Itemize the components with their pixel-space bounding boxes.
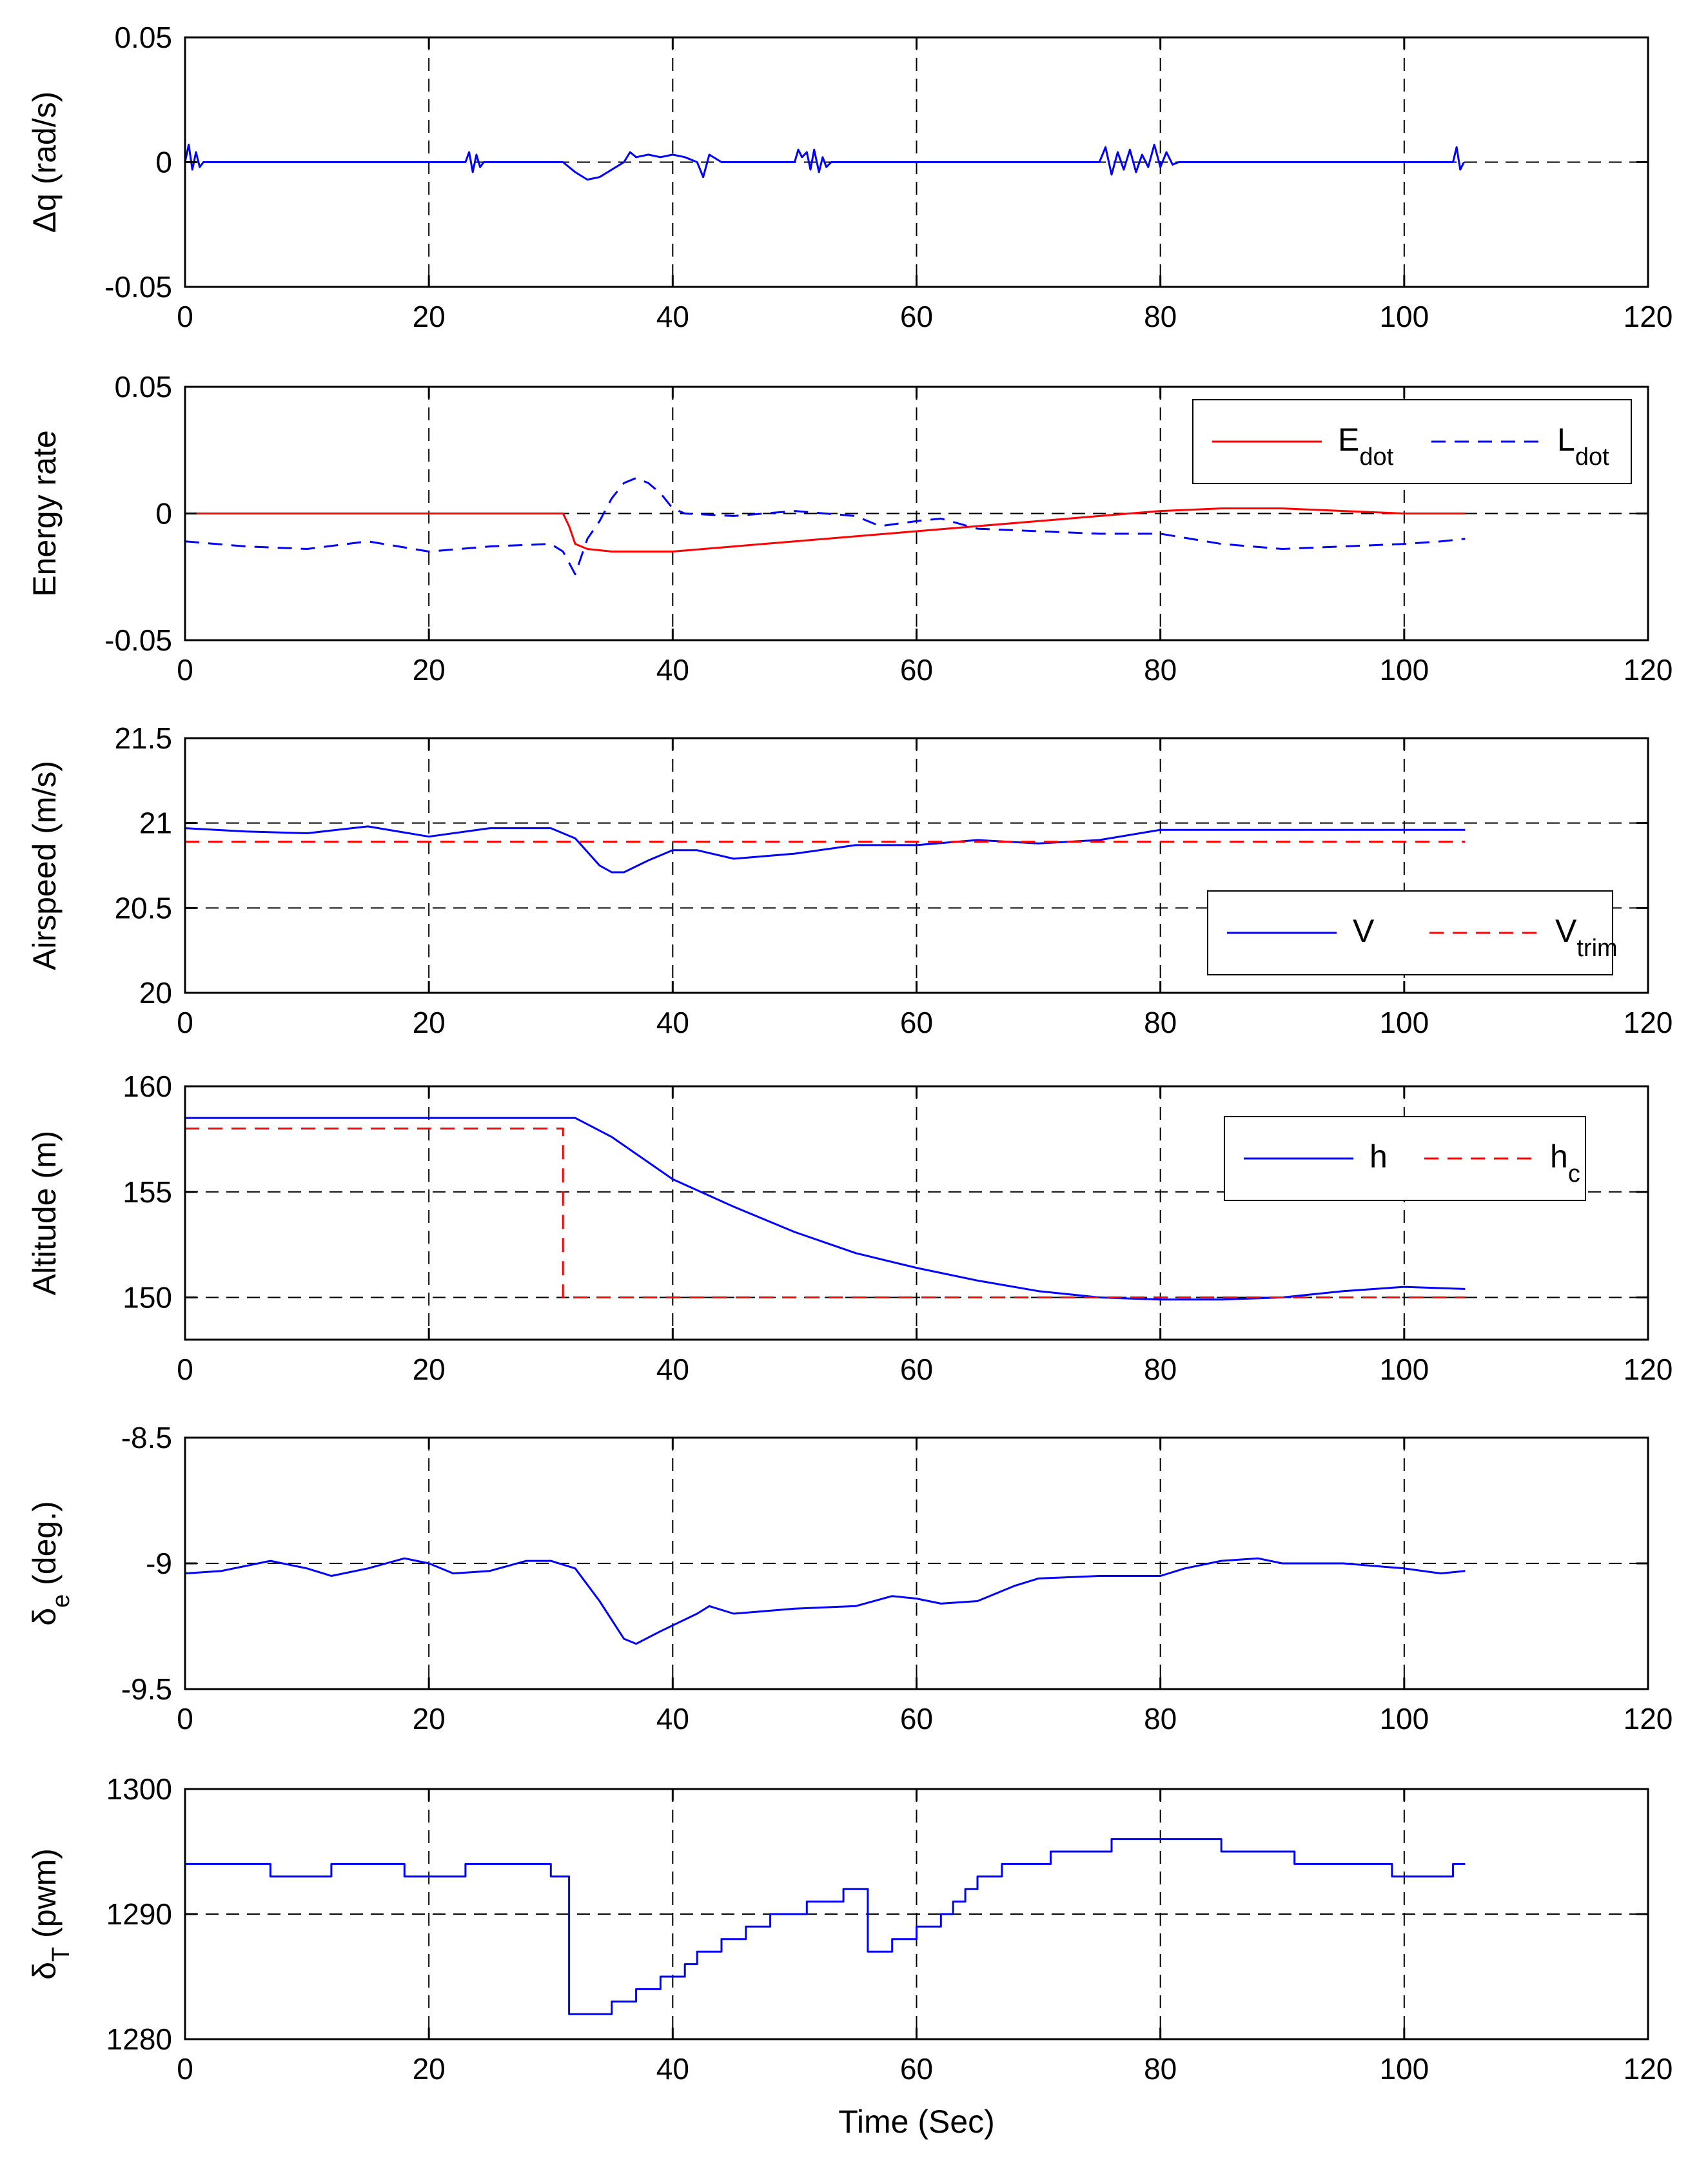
- x-tick-label: 20: [413, 300, 446, 333]
- y-tick-label: 160: [123, 1070, 172, 1103]
- series-line-2: [185, 1128, 1466, 1298]
- y-tick-label: 21: [139, 807, 172, 840]
- subplot-6: 0 20 40 60 80 100 120 1280 1290 1300 δT (pwm) Time …: [26, 1772, 1673, 2140]
- x-tick-label: 80: [1144, 653, 1177, 687]
- y-tick-label: -0.05: [104, 623, 172, 657]
- y-tick-label: 0: [155, 146, 172, 179]
- series-line-1: [185, 1117, 1466, 1301]
- x-tick-label: 80: [1144, 1353, 1177, 1386]
- legend: Edot Ldot: [1192, 399, 1632, 484]
- y-tick-label: 0.05: [114, 21, 172, 54]
- y-tick-label: 0.05: [114, 370, 172, 404]
- x-tick-label: 0: [177, 1006, 193, 1039]
- x-tick-label: 40: [656, 1006, 689, 1039]
- x-tick-label: 40: [656, 1702, 689, 1736]
- x-tick-label: 60: [900, 300, 933, 333]
- y-tick-label: -0.05: [104, 270, 172, 304]
- x-tick-label: 60: [900, 653, 933, 687]
- y-tick-label: 20: [139, 976, 172, 1010]
- legend-label-1: h: [1369, 1139, 1388, 1175]
- x-tick-label: 120: [1624, 1006, 1673, 1039]
- series-line-1: [184, 1557, 1466, 1645]
- y-tick-label: -9.5: [121, 1672, 172, 1706]
- y-tick-label: 21.5: [114, 721, 172, 755]
- x-tick-label: 0: [177, 1702, 193, 1736]
- subplot-4: 0 20 40 60 80 100 120 150 155 160 Altitude (m) h hc: [26, 1070, 1673, 1386]
- y-tick-label: -9: [146, 1547, 172, 1580]
- x-tick-label: 100: [1379, 300, 1429, 333]
- x-tick-label: 100: [1379, 1353, 1429, 1386]
- subplot-5: 0 20 40 60 80 100 120 -9.5 -9 -8.5 δe (deg.): [26, 1421, 1673, 1736]
- x-tick-label: 60: [900, 1702, 933, 1736]
- x-tick-label: 80: [1144, 1702, 1177, 1736]
- y-tick-label: 150: [123, 1281, 172, 1315]
- x-tick-label: 60: [900, 1006, 933, 1039]
- series-line-1: [184, 143, 1465, 181]
- y-tick-label: 0: [155, 497, 172, 531]
- x-tick-label: 40: [656, 1353, 689, 1386]
- y-axis-label: Altitude (m): [26, 1131, 63, 1296]
- x-tick-label: 0: [177, 1353, 193, 1386]
- x-tick-label: 80: [1144, 2052, 1177, 2086]
- x-tick-label: 60: [900, 1353, 933, 1386]
- x-tick-label: 40: [656, 300, 689, 333]
- legend: h hc: [1224, 1116, 1586, 1201]
- x-tick-label: 100: [1379, 1006, 1429, 1039]
- legend-label-2: Ldot: [1557, 422, 1609, 471]
- y-axis-label: Airspeed (m/s): [26, 761, 63, 970]
- x-tick-label: 20: [413, 1353, 446, 1386]
- series-line-1: [185, 1838, 1466, 2015]
- x-axis-label: Time (Sec): [838, 2104, 995, 2140]
- legend-label-1: Edot: [1338, 422, 1394, 471]
- y-tick-label: -8.5: [121, 1421, 172, 1454]
- y-axis-label: δe (deg.): [26, 1501, 75, 1626]
- x-tick-label: 100: [1379, 2052, 1429, 2086]
- x-tick-label: 120: [1624, 653, 1673, 687]
- y-tick-label: 155: [123, 1175, 172, 1209]
- x-tick-label: 0: [177, 2052, 193, 2086]
- x-tick-label: 20: [413, 1006, 446, 1039]
- x-tick-label: 40: [656, 653, 689, 687]
- x-tick-label: 40: [656, 2052, 689, 2086]
- series-line-1: [185, 507, 1466, 552]
- x-tick-label: 120: [1624, 300, 1673, 333]
- x-tick-label: 0: [177, 653, 193, 687]
- x-tick-label: 80: [1144, 1006, 1177, 1039]
- series-line-1: [184, 825, 1466, 874]
- y-axis-label: Δq (rad/s): [26, 92, 63, 233]
- legend: V Vtrim: [1207, 890, 1618, 975]
- legend-label-1: V: [1353, 913, 1375, 949]
- x-tick-label: 20: [413, 2052, 446, 2086]
- y-tick-label: 1300: [106, 1772, 172, 1806]
- x-tick-label: 0: [177, 300, 193, 333]
- y-tick-label: 1280: [106, 2022, 172, 2056]
- legend-label-2: Vtrim: [1555, 913, 1618, 962]
- x-tick-label: 120: [1624, 1353, 1673, 1386]
- series-line-2: [184, 477, 1466, 576]
- y-axis-label: δT (pwm): [26, 1848, 75, 1980]
- y-tick-label: 20.5: [114, 891, 172, 924]
- legend-label-2: hc: [1550, 1139, 1580, 1188]
- x-tick-label: 20: [413, 653, 446, 687]
- x-tick-label: 60: [900, 2052, 933, 2086]
- x-tick-label: 100: [1379, 653, 1429, 687]
- y-tick-label: 1290: [106, 1897, 172, 1931]
- x-tick-label: 120: [1624, 1702, 1673, 1736]
- x-tick-label: 20: [413, 1702, 446, 1736]
- y-axis-label: Energy rate: [26, 430, 63, 596]
- x-tick-label: 80: [1144, 300, 1177, 333]
- x-tick-label: 100: [1379, 1702, 1429, 1736]
- x-tick-label: 120: [1624, 2052, 1673, 2086]
